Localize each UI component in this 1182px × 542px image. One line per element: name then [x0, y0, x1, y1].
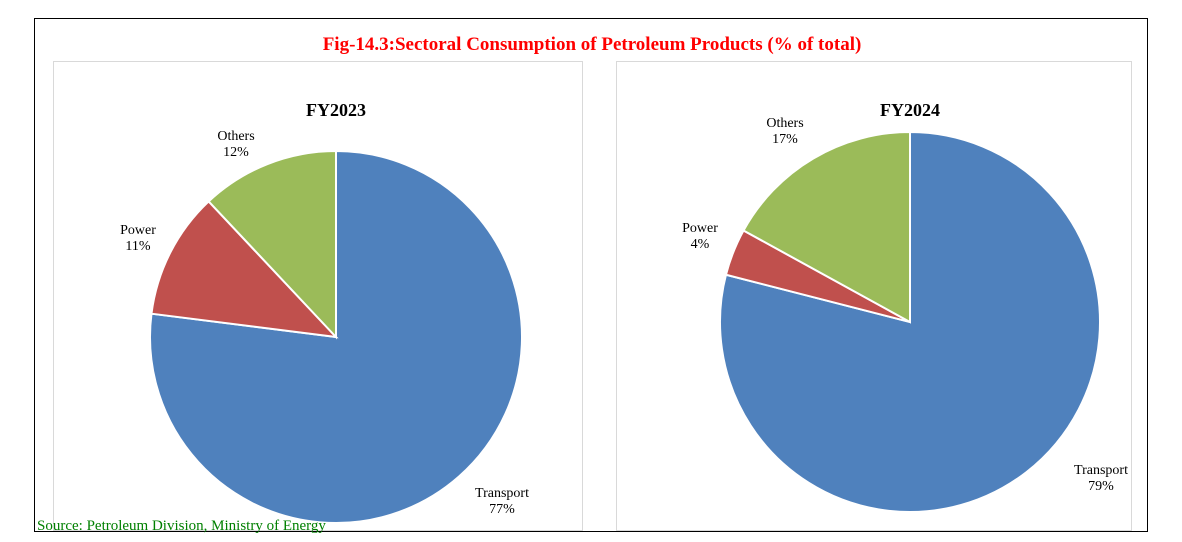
chart-panel-fy2024: FY2024 Transport 79% Power 4% Others 17% [616, 61, 1132, 531]
data-label-others-fy2023: Others 12% [217, 129, 254, 160]
data-label-power-fy2024: Power 4% [682, 221, 718, 252]
figure-title: Fig-14.3:Sectoral Consumption of Petrole… [322, 34, 862, 55]
figure-frame: Fig-14.3:Sectoral Consumption of Petrole… [34, 18, 1148, 534]
pie-chart-fy2023: FY2023 Transport 77% Power 11% Others 12% [120, 100, 529, 524]
data-label-transport-fy2024: Transport 79% [1074, 463, 1128, 494]
pie-slice-others-fy2023 [207, 149, 337, 340]
data-label-others-fy2024: Others 17% [766, 116, 803, 147]
chart-title-fy2023: FY2023 [306, 100, 366, 120]
data-label-transport-fy2023: Transport 77% [475, 486, 529, 517]
pie-slice-power-fy2023 [150, 199, 339, 339]
pie-slice-transport-fy2024 [719, 130, 1101, 513]
chart-title-fy2024: FY2024 [880, 100, 940, 120]
pie-chart-fy2024: FY2024 Transport 79% Power 4% Others 17% [682, 100, 1128, 513]
chart-panel-fy2023: FY2023 Transport 77% Power 11% Others 12% [53, 61, 583, 531]
data-label-power-fy2023: Power 11% [120, 223, 156, 254]
source-note: Source: Petroleum Division, Ministry of … [37, 518, 326, 534]
pie-slice-others-fy2024 [742, 130, 911, 324]
